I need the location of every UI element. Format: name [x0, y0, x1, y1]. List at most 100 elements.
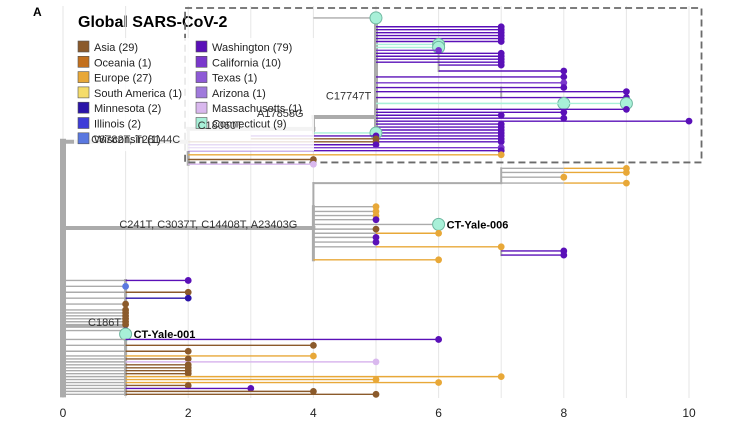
- tip-dot: [372, 376, 380, 383]
- x-axis: 0 2 4 6 8 10: [60, 406, 696, 420]
- tip-dot: [122, 321, 129, 329]
- tip-dot: [369, 11, 383, 25]
- legend-label: Texas (1): [212, 73, 257, 85]
- tip-dot: [372, 216, 380, 224]
- legend-swatch: [77, 132, 90, 145]
- legend-swatch: [195, 40, 208, 53]
- mutation-label: C241T, C3037T, C14408T, A23403G: [119, 219, 297, 231]
- highlighted-sample-label: CT-Yale-006: [447, 219, 509, 231]
- tip-dot: [560, 251, 568, 259]
- legend-label: Asia (29): [94, 42, 138, 54]
- tip-dot: [372, 141, 380, 149]
- legend: Asia (29) Oceania (1) Europe (27) South Ame…: [74, 38, 314, 152]
- tip-dot: [685, 117, 693, 125]
- tip-dot: [435, 229, 442, 237]
- legend-label: Connecticut (9): [212, 119, 287, 131]
- tip-dot: [184, 277, 192, 284]
- tip-dot: [560, 114, 568, 122]
- mutation-label: C17747T: [326, 90, 372, 102]
- panel-label: A: [33, 5, 42, 19]
- tip-dot: [310, 387, 317, 395]
- tip-dot: [560, 73, 568, 81]
- tip-dot: [184, 347, 192, 355]
- legend-swatch: [77, 55, 90, 68]
- tip-dot: [497, 151, 505, 159]
- tip-dot: [623, 179, 630, 187]
- tip-dot: [184, 370, 192, 378]
- tip-dot: [560, 79, 568, 87]
- legend-label: Arizona (1): [212, 88, 266, 100]
- tip-dot: [247, 385, 255, 392]
- legend-swatch: [195, 71, 208, 83]
- x-tick-label: 4: [310, 406, 317, 420]
- legend-label: Illinois (2): [94, 119, 141, 131]
- tip-dot: [623, 105, 630, 113]
- legend-swatch: [77, 86, 90, 99]
- legend-label: South America (1): [94, 88, 182, 100]
- legend-swatch: [195, 86, 208, 99]
- legend-label: Washington (79): [212, 42, 292, 54]
- legend-label: Oceania (1): [94, 57, 151, 69]
- x-tick-label: 10: [682, 406, 696, 420]
- highlighted-sample-label: CT-Yale-001: [134, 329, 196, 341]
- legend-swatch: [77, 117, 90, 129]
- tip-dot: [122, 282, 129, 290]
- tip-dot: [435, 46, 442, 54]
- legend-swatch: [195, 101, 208, 114]
- mutation-labels: C17747T A17858G C18060T C8782T, T28144C C241…: [88, 90, 508, 341]
- tip-dot: [497, 111, 505, 119]
- tip-dot: [560, 173, 568, 181]
- tip-dot: [310, 352, 317, 360]
- x-tick-label: 2: [185, 406, 192, 420]
- tip-dot: [560, 67, 568, 75]
- tip-dot: [497, 243, 505, 251]
- x-tick-label: 6: [435, 406, 442, 420]
- legend-swatch: [77, 40, 90, 53]
- legend-label: Massachusetts (1): [212, 103, 302, 115]
- tip-dot: [372, 225, 380, 233]
- legend-swatch: [195, 55, 208, 68]
- legend-label: Wisconsin (1): [94, 134, 161, 146]
- x-tick-label: 0: [60, 406, 67, 420]
- tip-dot: [435, 256, 442, 264]
- tip-dot: [122, 300, 129, 308]
- tip-dot: [432, 217, 446, 231]
- tip-dot: [372, 238, 380, 246]
- chart-title: Global SARS-CoV-2: [78, 14, 227, 31]
- tip-dot: [184, 355, 192, 363]
- tip-dot: [497, 138, 505, 146]
- mutation-label: A17858G: [257, 108, 303, 120]
- legend-label: Europe (27): [94, 73, 152, 85]
- mutation-label: C8782T, T28144C: [91, 134, 180, 146]
- legend-swatch: [195, 117, 208, 129]
- zoom-box: [184, 7, 703, 164]
- tip-dot: [184, 288, 192, 296]
- legend-swatch: [77, 101, 90, 114]
- tip-dot: [310, 341, 317, 349]
- tip-dot: [497, 38, 505, 45]
- tip-dot: [623, 88, 630, 96]
- legend-background: [74, 38, 314, 152]
- tip-dot: [623, 169, 630, 176]
- tip-dot: [497, 61, 505, 69]
- tip-dot: [372, 203, 380, 211]
- tip-dot: [372, 233, 380, 241]
- legend-label: California (10): [212, 57, 281, 69]
- tip-dot: [435, 336, 442, 343]
- tip-dot: [310, 160, 317, 168]
- mutation-label: C186T: [88, 317, 121, 329]
- tip-dot: [372, 358, 380, 366]
- tip-dot: [184, 382, 192, 389]
- mutation-label: C18060T: [198, 120, 244, 132]
- legend-label: Minnesota (2): [94, 103, 161, 115]
- tip-dot: [184, 294, 192, 302]
- legend-swatch: [77, 71, 90, 83]
- tip-dot: [497, 373, 505, 381]
- tip-dot: [560, 84, 568, 91]
- tip-dot: [310, 156, 317, 163]
- x-tick-label: 8: [560, 406, 567, 420]
- tip-dot: [435, 379, 442, 386]
- tip-dot: [119, 327, 133, 341]
